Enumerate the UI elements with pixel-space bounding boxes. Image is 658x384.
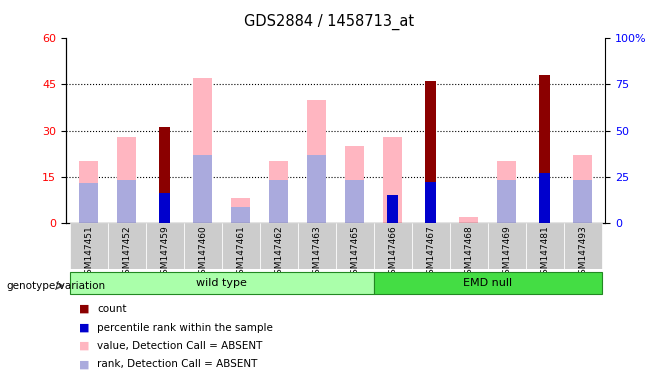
Bar	[231, 198, 250, 223]
Text: wild type: wild type	[196, 278, 247, 288]
FancyBboxPatch shape	[488, 223, 526, 269]
Bar	[573, 180, 592, 223]
Bar	[79, 183, 98, 223]
FancyBboxPatch shape	[563, 223, 601, 269]
FancyBboxPatch shape	[526, 223, 563, 269]
Bar	[159, 127, 170, 223]
FancyBboxPatch shape	[145, 223, 184, 269]
Text: rank, Detection Call = ABSENT: rank, Detection Call = ABSENT	[97, 359, 258, 369]
FancyBboxPatch shape	[374, 223, 411, 269]
Text: GSM147463: GSM147463	[312, 225, 321, 280]
Bar	[539, 173, 550, 223]
Text: value, Detection Call = ABSENT: value, Detection Call = ABSENT	[97, 341, 263, 351]
FancyBboxPatch shape	[70, 223, 108, 269]
Bar	[345, 146, 364, 223]
FancyBboxPatch shape	[108, 223, 145, 269]
Text: GSM147462: GSM147462	[274, 225, 283, 280]
FancyBboxPatch shape	[336, 223, 374, 269]
Bar	[159, 193, 170, 223]
FancyBboxPatch shape	[411, 223, 449, 269]
Bar	[269, 180, 288, 223]
Bar	[497, 180, 516, 223]
Text: GSM147466: GSM147466	[388, 225, 397, 280]
Text: GSM147461: GSM147461	[236, 225, 245, 280]
Bar	[383, 137, 402, 223]
Text: genotype/variation: genotype/variation	[7, 281, 106, 291]
Text: GSM147465: GSM147465	[350, 225, 359, 280]
FancyBboxPatch shape	[222, 223, 260, 269]
Bar	[425, 81, 436, 223]
Text: ■: ■	[79, 323, 89, 333]
FancyBboxPatch shape	[184, 223, 222, 269]
Bar	[193, 78, 212, 223]
Text: percentile rank within the sample: percentile rank within the sample	[97, 323, 273, 333]
FancyBboxPatch shape	[70, 272, 374, 295]
Bar	[345, 180, 364, 223]
Bar	[573, 155, 592, 223]
Text: GSM147493: GSM147493	[578, 225, 587, 280]
Text: GSM147468: GSM147468	[464, 225, 473, 280]
Bar	[387, 195, 398, 223]
Bar	[307, 155, 326, 223]
Bar	[425, 182, 436, 223]
FancyBboxPatch shape	[449, 223, 488, 269]
Bar	[117, 180, 136, 223]
Bar	[231, 207, 250, 223]
Bar	[539, 75, 550, 223]
FancyBboxPatch shape	[297, 223, 336, 269]
Text: GSM147451: GSM147451	[84, 225, 93, 280]
Text: ■: ■	[79, 341, 89, 351]
Text: ■: ■	[79, 359, 89, 369]
Text: EMD null: EMD null	[463, 278, 512, 288]
Bar	[459, 217, 478, 223]
Text: ■: ■	[79, 304, 89, 314]
Text: GSM147481: GSM147481	[540, 225, 549, 280]
Text: GSM147467: GSM147467	[426, 225, 435, 280]
Bar	[117, 137, 136, 223]
Text: GSM147460: GSM147460	[198, 225, 207, 280]
Bar	[79, 161, 98, 223]
Text: count: count	[97, 304, 127, 314]
Bar	[193, 155, 212, 223]
Bar	[307, 100, 326, 223]
FancyBboxPatch shape	[374, 272, 601, 295]
Text: GDS2884 / 1458713_at: GDS2884 / 1458713_at	[244, 13, 414, 30]
Bar	[497, 161, 516, 223]
Bar	[269, 161, 288, 223]
Text: GSM147459: GSM147459	[160, 225, 169, 280]
FancyBboxPatch shape	[260, 223, 297, 269]
Text: GSM147469: GSM147469	[502, 225, 511, 280]
Text: GSM147452: GSM147452	[122, 225, 131, 280]
